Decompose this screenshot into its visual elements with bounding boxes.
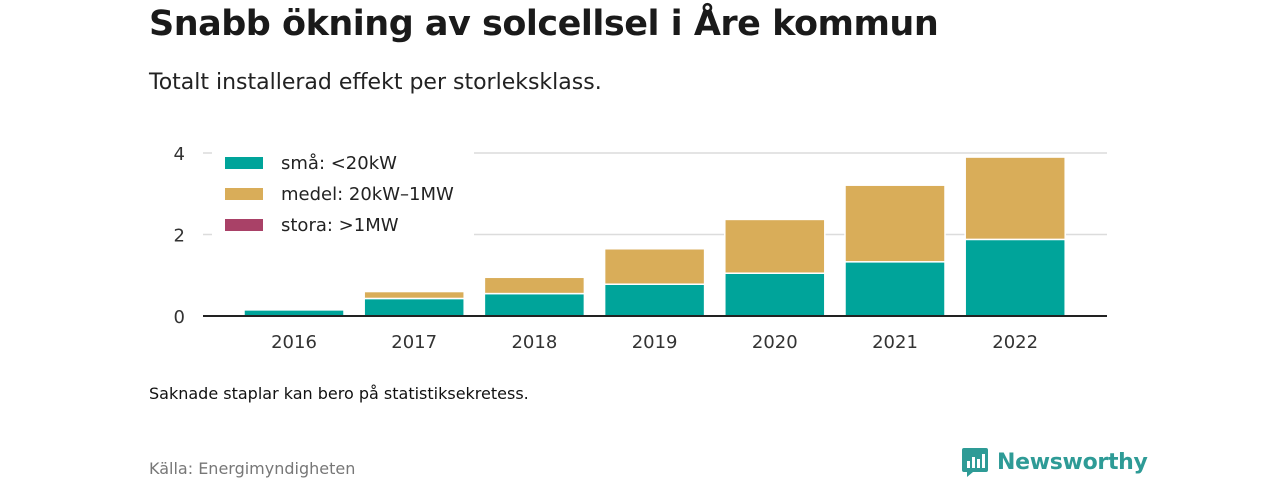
legend-label: medel: 20kW–1MW bbox=[281, 184, 454, 205]
bar-segment bbox=[844, 184, 946, 263]
source-label: Källa: Energimyndigheten bbox=[149, 459, 356, 478]
bar-segment bbox=[964, 156, 1066, 241]
bar-segment bbox=[483, 276, 586, 295]
bar-segment bbox=[724, 272, 826, 317]
brand-logo: Newsworthy bbox=[961, 446, 1148, 478]
footnote: Saknade staplar kan bero på statistiksek… bbox=[149, 384, 529, 403]
bar-segment bbox=[964, 238, 1066, 317]
y-tick-label: 4 bbox=[174, 144, 185, 165]
x-tick-label: 2017 bbox=[391, 332, 437, 353]
y-tick-label: 2 bbox=[174, 226, 185, 247]
x-tick-label: 2016 bbox=[271, 332, 317, 353]
y-tick-label: 0 bbox=[174, 307, 185, 328]
chart-title: Snabb ökning av solcellsel i Åre kommun bbox=[149, 4, 939, 44]
bar-segment bbox=[724, 218, 826, 274]
x-tick-label: 2022 bbox=[992, 332, 1038, 353]
chart-subtitle: Totalt installerad effekt per storlekskl… bbox=[149, 70, 602, 95]
x-tick-label: 2020 bbox=[752, 332, 798, 353]
newsworthy-logo-icon bbox=[962, 448, 988, 477]
legend-swatch bbox=[225, 219, 263, 231]
x-tick-label: 2021 bbox=[872, 332, 918, 353]
legend-swatch bbox=[225, 157, 263, 169]
brand-name: Newsworthy bbox=[997, 449, 1148, 475]
bar-segment bbox=[844, 261, 946, 317]
x-tick-label: 2019 bbox=[632, 332, 678, 353]
legend-label: små: <20kW bbox=[281, 153, 397, 174]
bar-segment bbox=[363, 290, 465, 300]
bar-segment bbox=[603, 283, 706, 317]
legend-swatch bbox=[225, 188, 263, 200]
legend-label: stora: >1MW bbox=[281, 215, 399, 236]
bar-segment bbox=[363, 297, 465, 317]
x-tick-label: 2018 bbox=[511, 332, 557, 353]
bar-segment bbox=[603, 248, 706, 285]
bar-segment bbox=[483, 292, 586, 317]
